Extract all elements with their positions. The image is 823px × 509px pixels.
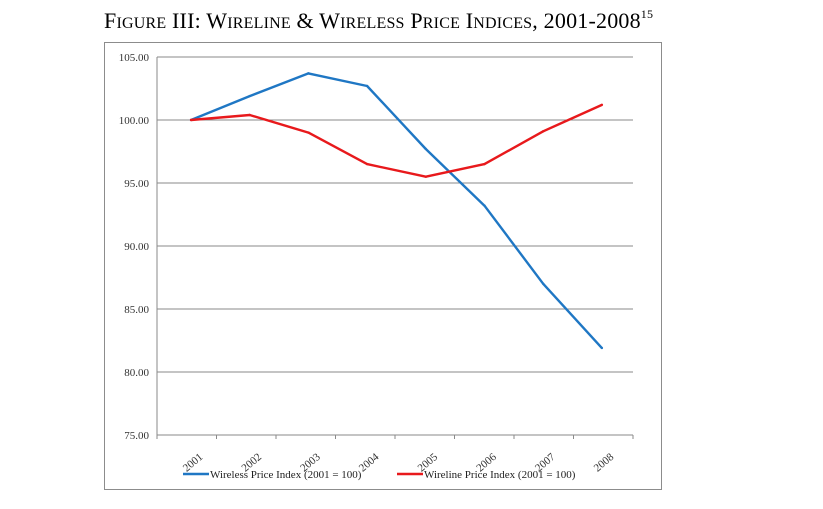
wireline-data-point bbox=[483, 162, 486, 166]
line-chart: 105.00 100.00 95.00 90.00 85.00 80.00 75.00 200… bbox=[119, 52, 634, 481]
y-tick-label: 90.00 bbox=[124, 241, 149, 253]
wireline-data-point bbox=[600, 103, 604, 107]
wireline-data-point bbox=[542, 130, 545, 133]
chart-frame: 105.00 100.00 95.00 90.00 85.00 80.00 75.00 200… bbox=[104, 42, 662, 490]
figure-title: FIGURE III: WIRELINE & WIRELESS PRICE IN… bbox=[104, 6, 654, 33]
footnote-marker: 15 bbox=[640, 6, 654, 21]
y-tick-label: 105.00 bbox=[119, 52, 150, 64]
wireless-data-point bbox=[542, 282, 545, 285]
wireline-data-point bbox=[307, 131, 310, 134]
legend-label: Wireline Price Index (2001 = 100) bbox=[424, 469, 576, 481]
wireline-data-point bbox=[365, 162, 369, 166]
wireless-series-line bbox=[190, 72, 603, 349]
wireline-data-point bbox=[248, 113, 251, 117]
wireline-data-point bbox=[424, 175, 427, 178]
wireline-series-line bbox=[190, 103, 603, 178]
y-tick-label: 100.00 bbox=[119, 115, 150, 127]
legend-label: Wireless Price Index (2001 = 100) bbox=[210, 469, 362, 481]
y-tick-label: 95.00 bbox=[124, 178, 149, 190]
x-tick-label: 2001 bbox=[181, 451, 206, 474]
wireless-data-point bbox=[365, 84, 369, 88]
y-tick-label: 85.00 bbox=[124, 304, 149, 316]
wireline-data-point bbox=[189, 118, 193, 122]
wireless-data-point bbox=[600, 346, 604, 350]
wireless-data-point bbox=[424, 147, 427, 151]
wireless-data-point bbox=[483, 204, 486, 207]
wireless-data-point bbox=[307, 72, 310, 75]
wireless-data-point bbox=[248, 94, 251, 98]
y-tick-label: 75.00 bbox=[124, 430, 149, 442]
x-tick-label: 2008 bbox=[592, 451, 617, 475]
y-tick-label: 80.00 bbox=[124, 367, 149, 379]
